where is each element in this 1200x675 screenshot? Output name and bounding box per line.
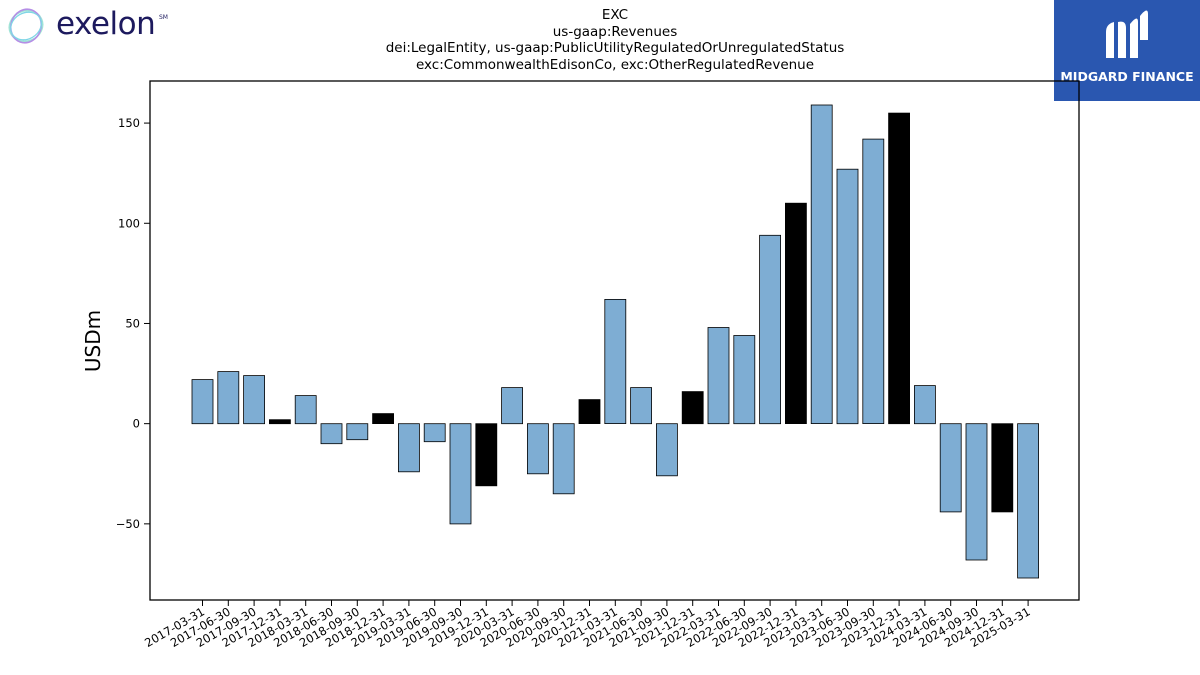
exelon-logo-text: exelon xyxy=(56,6,156,42)
exelon-logo-sm-mark: SM xyxy=(159,14,168,21)
bar-2022-06-30 xyxy=(733,335,756,425)
x-axis-ticks: 2017-03-312017-06-302017-09-302017-12-31… xyxy=(142,600,1033,650)
bar-2019-03-31 xyxy=(397,423,420,473)
chart-title: EXC us-gaap:Revenues dei:LegalEntity, us… xyxy=(250,7,980,73)
bar-2024-09-30 xyxy=(965,423,988,561)
plot-frame xyxy=(149,80,1080,601)
y-axis-ticks: −50 0 50 100 150 xyxy=(116,116,150,531)
bar-2021-03-31 xyxy=(604,298,627,424)
y-axis-label: USDm xyxy=(81,310,105,372)
bar-2020-09-30 xyxy=(552,423,575,495)
y-tick-label: 150 xyxy=(118,116,140,130)
bar-2018-03-31 xyxy=(294,395,317,425)
bar-2022-09-30 xyxy=(759,234,781,425)
bars-group xyxy=(191,104,1039,579)
chart-title-line: us-gaap:Revenues xyxy=(552,23,678,40)
bar-2020-03-31 xyxy=(501,387,524,425)
bar-2022-03-31 xyxy=(707,327,730,425)
midgard-finance-text: MIDGARD FINANCE xyxy=(1060,69,1194,84)
bar-2017-09-30 xyxy=(243,375,266,425)
bar-2025-03-31 xyxy=(1017,423,1039,579)
bar-2021-06-30 xyxy=(630,387,652,425)
bar-2022-12-31 xyxy=(785,202,807,424)
y-tick-label: 50 xyxy=(125,316,140,330)
y-tick-label: −50 xyxy=(116,517,140,531)
bar-2024-03-31 xyxy=(914,385,936,425)
bar-2024-12-31 xyxy=(991,423,1014,513)
bar-2024-06-30 xyxy=(939,423,962,513)
exelon-logo: exelon SM xyxy=(4,4,174,48)
bar-2021-12-31 xyxy=(681,391,704,425)
bar-2020-12-31 xyxy=(578,399,601,425)
bar-2018-12-31 xyxy=(372,413,395,425)
chart-title-line: exc:CommonwealthEdisonCo, exc:OtherRegul… xyxy=(415,56,815,73)
chart-title-line: EXC xyxy=(601,7,629,23)
bar-2023-06-30 xyxy=(836,168,859,425)
bar-2019-12-31 xyxy=(475,423,498,487)
bar-2020-06-30 xyxy=(527,423,549,475)
bar-2018-06-30 xyxy=(320,423,343,445)
chart-title-line: dei:LegalEntity, us-gaap:PublicUtilityRe… xyxy=(385,40,845,56)
bar-2017-03-31 xyxy=(191,379,214,425)
bar-2019-09-30 xyxy=(449,423,472,525)
midgard-finance-logo: MIDGARD FINANCE xyxy=(1054,0,1200,101)
bar-2018-09-30 xyxy=(346,423,369,441)
midgard-m-icon xyxy=(1106,10,1148,59)
y-tick-label: 0 xyxy=(133,417,140,431)
y-tick-label: 100 xyxy=(118,216,140,230)
exelon-swirl-icon xyxy=(8,8,44,44)
bar-2023-09-30 xyxy=(862,138,885,425)
bar-2021-09-30 xyxy=(656,423,678,477)
bar-2023-03-31 xyxy=(810,104,833,425)
bar-2023-12-31 xyxy=(888,112,910,425)
bar-2017-12-31 xyxy=(268,419,291,425)
bar-2019-06-30 xyxy=(423,423,446,443)
bar-2017-06-30 xyxy=(217,371,240,425)
